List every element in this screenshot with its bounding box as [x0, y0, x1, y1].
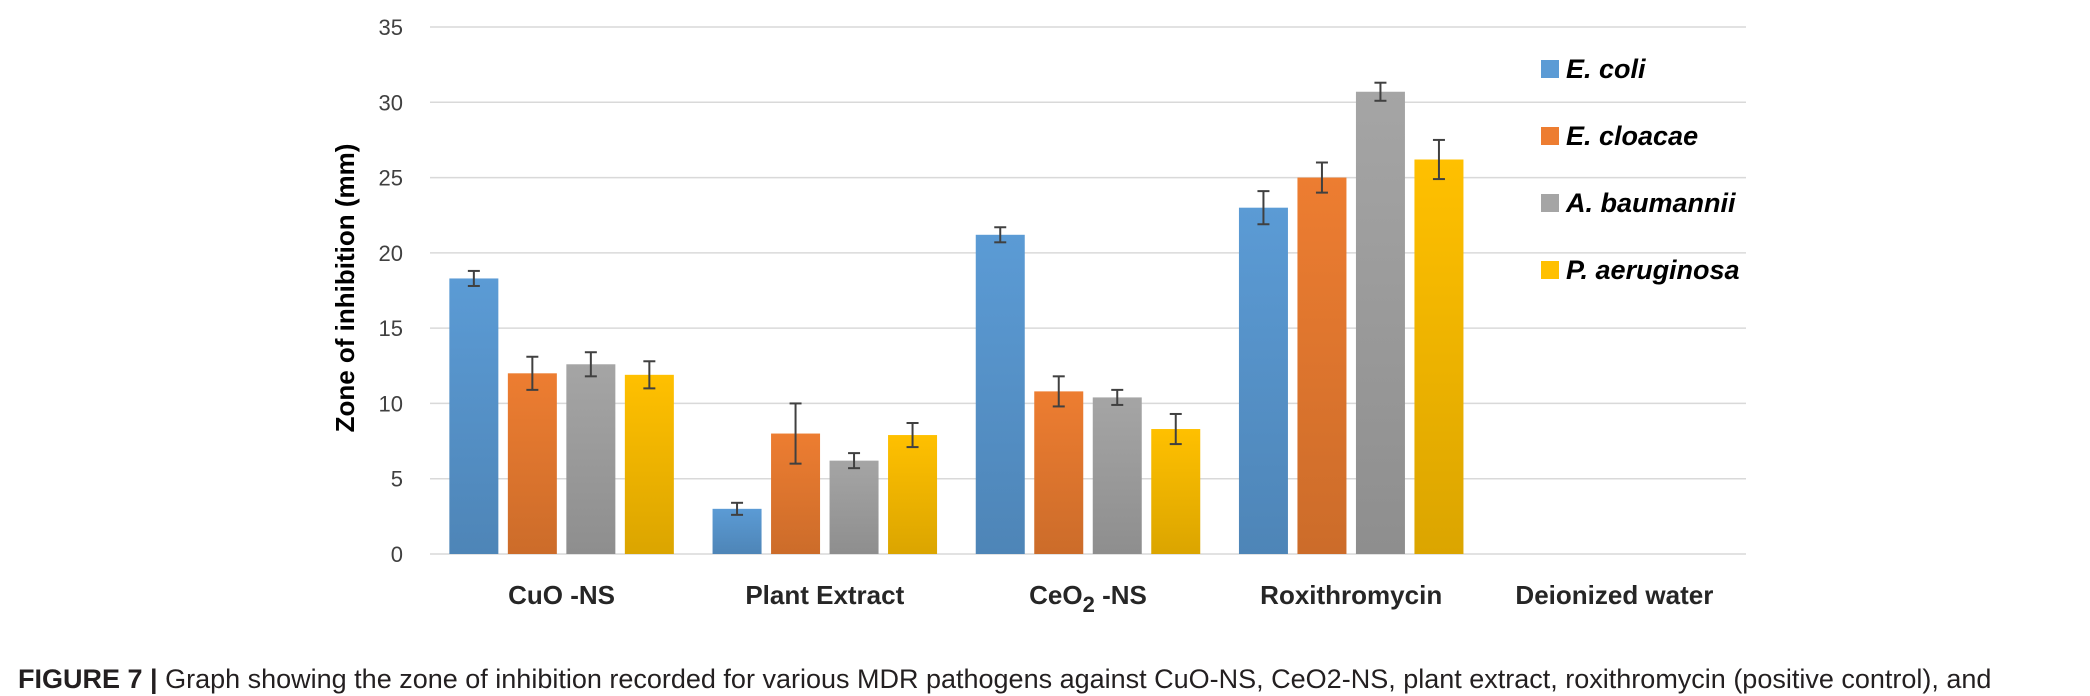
- error-bar: [906, 422, 919, 449]
- error-bar: [731, 501, 744, 516]
- bar: [566, 364, 616, 554]
- y-tick-label: 15: [379, 316, 403, 341]
- bar: [1151, 429, 1201, 554]
- bar: [1414, 159, 1464, 554]
- x-category-label: Deionized water: [1515, 580, 1713, 610]
- y-tick-label: 10: [379, 391, 403, 416]
- bar: [507, 373, 557, 554]
- legend-item: P. aeruginosa: [1541, 255, 1740, 285]
- error-bars: [467, 81, 1445, 516]
- error-bar: [1315, 161, 1328, 194]
- y-tick-label: 30: [379, 90, 403, 115]
- error-bar: [526, 355, 539, 391]
- x-category-label: Roxithromycin: [1260, 580, 1442, 610]
- bar: [1355, 91, 1405, 554]
- figure-caption: FIGURE 7 | Graph showing the zone of inh…: [18, 662, 1991, 696]
- y-axis-ticks: 0 5 10 15 20 25 30 35: [379, 15, 403, 567]
- y-axis-title: Zone of inhibition (mm): [330, 144, 360, 433]
- legend-label: A. baumannii: [1565, 188, 1736, 218]
- error-bar: [1257, 190, 1270, 226]
- x-category-label: Plant Extract: [745, 580, 904, 610]
- legend-label: P. aeruginosa: [1566, 255, 1740, 285]
- error-bar: [1432, 138, 1445, 181]
- bar: [1034, 391, 1084, 554]
- bar: [449, 278, 499, 554]
- bar: [1092, 397, 1142, 554]
- legend: E. coli E. cloacae A. baumannii P. aerugino…: [1541, 54, 1740, 285]
- bar: [1297, 177, 1347, 555]
- error-bar: [1111, 388, 1124, 406]
- caption-label: FIGURE 7 |: [18, 664, 158, 694]
- legend-label: E. cloacae: [1566, 121, 1698, 151]
- bar: [624, 374, 674, 554]
- x-category-label: CeO2 -NS: [1029, 580, 1147, 617]
- error-bar: [1374, 81, 1387, 102]
- y-tick-label: 5: [391, 467, 403, 492]
- bars: [449, 91, 1464, 555]
- bar: [888, 435, 938, 554]
- bar: [712, 508, 762, 554]
- caption-text: Graph showing the zone of inhibition rec…: [157, 664, 1992, 694]
- x-axis-categories: CuO -NS Plant Extract CeO2 -NS Roxithromyci…: [508, 580, 1713, 617]
- error-bar: [1169, 412, 1182, 446]
- legend-label: E. coli: [1566, 54, 1646, 84]
- error-bar: [848, 452, 861, 470]
- legend-item: A. baumannii: [1541, 188, 1736, 218]
- error-bar: [1052, 375, 1065, 408]
- y-tick-label: 25: [379, 166, 403, 191]
- legend-swatch: [1541, 127, 1559, 145]
- error-bar: [584, 351, 597, 378]
- error-bar: [994, 226, 1007, 244]
- bar: [975, 234, 1025, 554]
- legend-swatch: [1541, 60, 1559, 78]
- legend-swatch: [1541, 194, 1559, 212]
- legend-item: E. cloacae: [1541, 121, 1698, 151]
- error-bar: [789, 402, 802, 465]
- x-category-label: CuO -NS: [508, 580, 615, 610]
- error-bar: [467, 269, 480, 287]
- bar: [829, 460, 879, 554]
- y-tick-label: 35: [379, 15, 403, 40]
- legend-item: E. coli: [1541, 54, 1646, 84]
- legend-swatch: [1541, 261, 1559, 279]
- bar: [1238, 207, 1288, 554]
- error-bar: [643, 360, 656, 390]
- y-tick-label: 0: [391, 542, 403, 567]
- y-tick-label: 20: [379, 241, 403, 266]
